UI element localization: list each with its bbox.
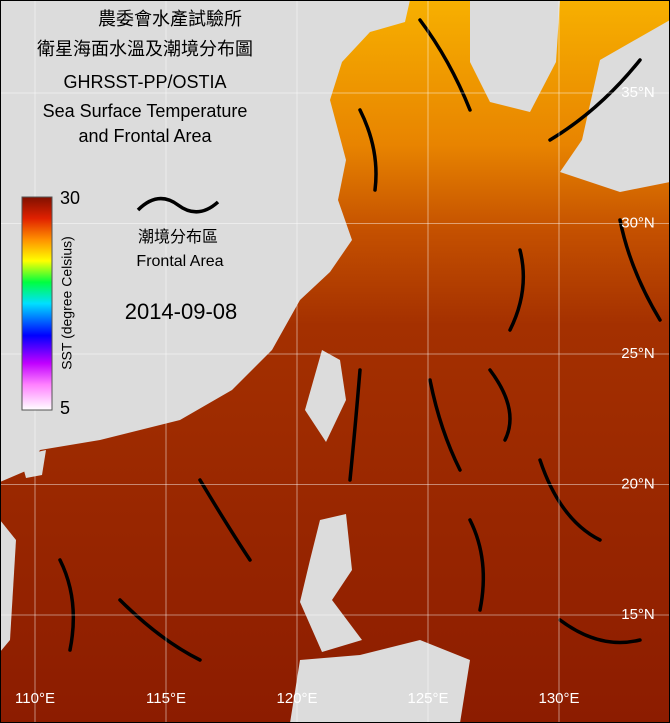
date: 2014-09-08 [125,299,238,324]
lon-label: 120°E [276,690,317,707]
title-org: 農委會水產試驗所 [98,9,242,29]
legend-en: Frontal Area [136,253,223,270]
lat-label: 15°N [621,606,655,623]
lon-label: 125°E [407,690,448,707]
legend-zh: 潮境分布區 [138,227,218,246]
lat-label: 35°N [621,84,655,101]
colorbar-min: 5 [60,398,70,418]
colorbar-max: 30 [60,188,80,208]
lat-label: 20°N [621,475,655,492]
title-en-1: Sea Surface Temperature [43,101,248,121]
lon-label: 115°E [146,690,186,707]
legend-symbol [136,196,220,214]
frontal-lines [58,18,662,662]
lat-label: 25°N [621,345,655,362]
colorbar [21,196,53,411]
lon-label: 110°E [15,690,55,707]
lon-label: 130°E [538,690,579,707]
title-en-2: and Frontal Area [78,126,212,146]
title-product: GHRSST-PP/OSTIA [63,72,226,92]
lat-label: 30°N [621,214,655,231]
colorbar-label: SST (degree Celsius) [59,236,75,370]
title-zh: 衛星海面水溫及潮境分布圖 [37,39,253,59]
